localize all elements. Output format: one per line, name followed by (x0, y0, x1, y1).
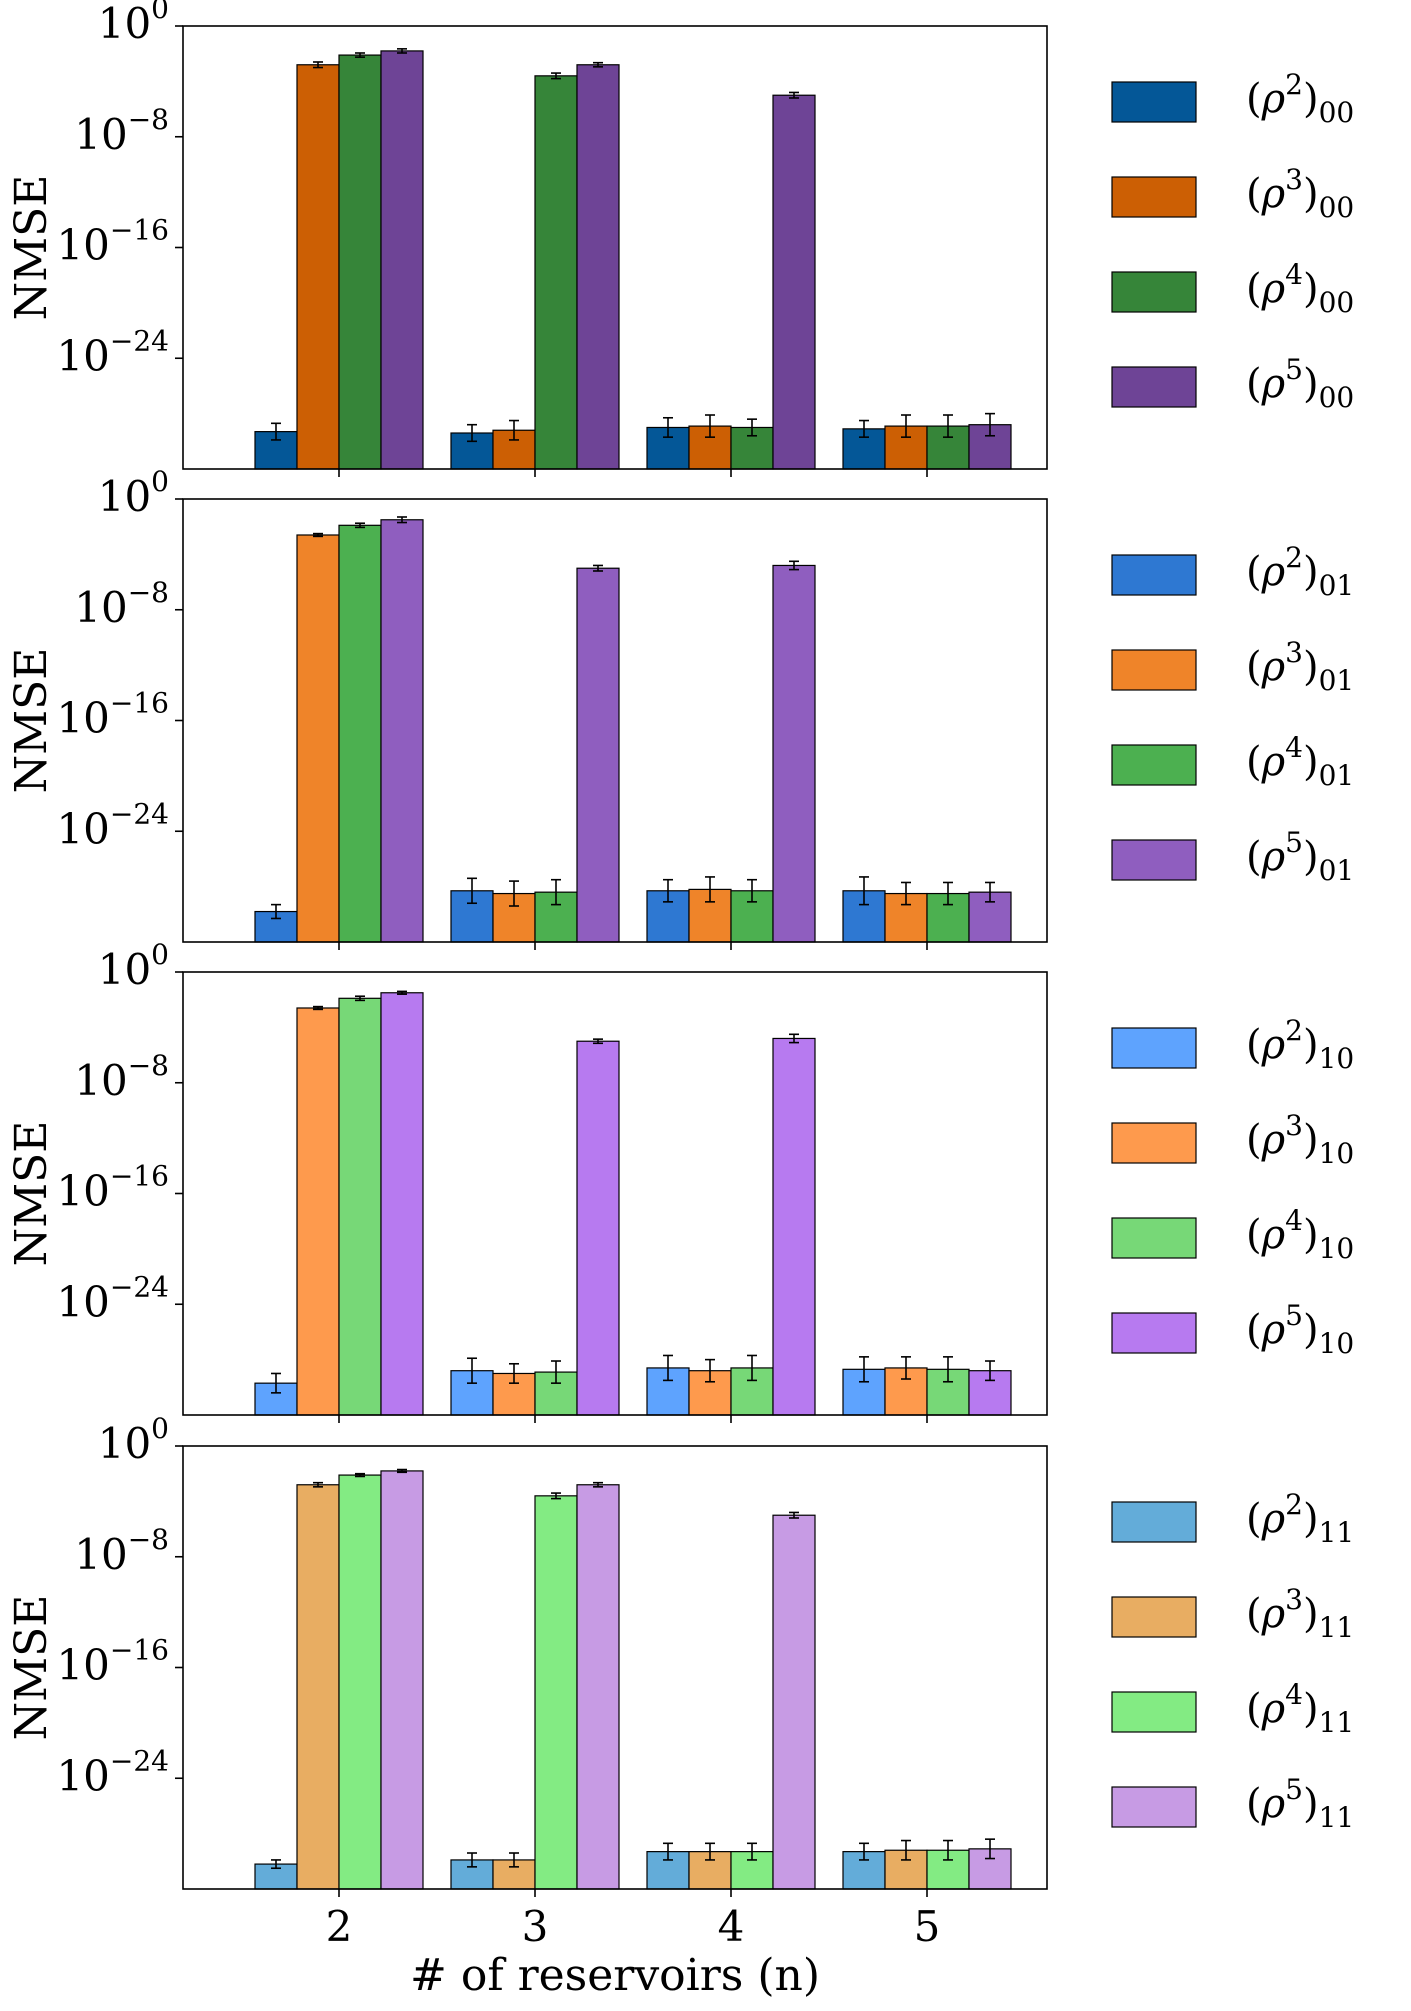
y-tick-label: 100 (98, 938, 169, 994)
bar (772, 564, 816, 943)
y-tick-label: 10−16 (56, 1160, 169, 1216)
legend-swatch (1111, 1501, 1197, 1543)
legend-label: (ρ4)10 (1246, 1204, 1354, 1265)
legend-swatch (1111, 1217, 1197, 1259)
legend-label: (ρ2)01 (1246, 541, 1354, 602)
legend-label: (ρ3)01 (1246, 636, 1354, 697)
y-tick-label: 10−8 (74, 103, 169, 159)
y-tick-label: 10−8 (74, 1523, 169, 1579)
legend-label: (ρ5)10 (1246, 1299, 1354, 1360)
x-tick-label: 5 (914, 1902, 941, 1951)
bar (296, 1007, 340, 1416)
bar (576, 1484, 620, 1890)
bar (338, 524, 382, 943)
bar (338, 997, 382, 1416)
bar (296, 534, 340, 943)
x-tick-label: 3 (522, 1902, 549, 1951)
bar (380, 50, 424, 470)
y-tick-label: 10−24 (56, 324, 169, 380)
bar (576, 1040, 620, 1416)
bar (380, 1470, 424, 1890)
legend-label: (ρ2)00 (1246, 68, 1354, 129)
y-axis-label: NMSE (6, 1121, 57, 1267)
bar (338, 1474, 382, 1890)
y-axis-label: NMSE (6, 648, 57, 794)
legend-label: (ρ5)11 (1246, 1773, 1354, 1834)
y-tick-label: 10−24 (56, 1270, 169, 1326)
y-tick-label: 100 (98, 0, 169, 48)
bar (730, 1367, 774, 1416)
legend-label: (ρ4)00 (1246, 258, 1354, 319)
legend-swatch (1111, 554, 1197, 596)
y-tick-label: 10−8 (74, 1049, 169, 1105)
legend-swatch (1111, 839, 1197, 881)
bar (534, 75, 578, 470)
legend-swatch (1111, 176, 1197, 218)
legend-swatch (1111, 1786, 1197, 1828)
y-tick-label: 10−16 (56, 1634, 169, 1690)
legend-swatch (1111, 271, 1197, 313)
legend-swatch (1111, 649, 1197, 691)
legend-swatch (1111, 1596, 1197, 1638)
y-axis-label: NMSE (6, 1595, 57, 1741)
bar (380, 519, 424, 943)
bar (772, 94, 816, 470)
y-tick-label: 10−16 (56, 214, 169, 270)
legend-swatch (1111, 1122, 1197, 1164)
legend-label: (ρ3)10 (1246, 1109, 1354, 1170)
y-tick-label: 10−8 (74, 576, 169, 632)
legend-swatch (1111, 366, 1197, 408)
bar (534, 1495, 578, 1890)
legend-label: (ρ4)11 (1246, 1678, 1354, 1739)
y-tick-label: 10−24 (56, 797, 169, 853)
x-axis-label: # of reservoirs (n) (410, 1950, 820, 2001)
y-tick-label: 10−24 (56, 1744, 169, 1800)
x-tick-label: 4 (718, 1902, 745, 1951)
x-tick-label: 2 (326, 1902, 353, 1951)
bar (296, 1484, 340, 1890)
legend-swatch (1111, 1027, 1197, 1069)
legend-label: (ρ2)11 (1246, 1488, 1354, 1549)
legend-label: (ρ2)10 (1246, 1014, 1354, 1075)
legend-label: (ρ4)01 (1246, 731, 1354, 792)
bar (772, 1514, 816, 1890)
legend-label: (ρ3)00 (1246, 163, 1354, 224)
legend-swatch (1111, 81, 1197, 123)
bar (338, 54, 382, 470)
bar (576, 567, 620, 943)
bar (296, 64, 340, 470)
y-tick-label: 100 (98, 465, 169, 521)
legend-label: (ρ3)11 (1246, 1583, 1354, 1644)
y-tick-label: 10−16 (56, 687, 169, 743)
y-axis-label: NMSE (6, 175, 57, 321)
bar (772, 1037, 816, 1416)
y-tick-label: 100 (98, 1412, 169, 1468)
legend-label: (ρ5)01 (1246, 826, 1354, 887)
legend-swatch (1111, 744, 1197, 786)
bar (576, 64, 620, 470)
bar (380, 992, 424, 1416)
legend-swatch (1111, 1691, 1197, 1733)
legend-swatch (1111, 1312, 1197, 1354)
legend-label: (ρ5)00 (1246, 353, 1354, 414)
